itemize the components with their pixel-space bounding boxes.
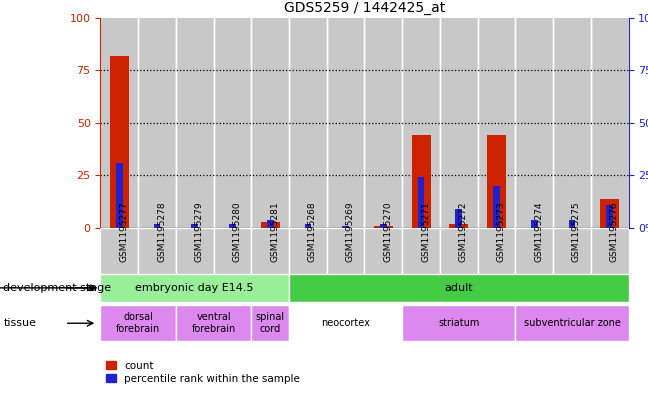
Bar	[478, 228, 515, 297]
Text: GSM1195275: GSM1195275	[572, 201, 581, 262]
Bar	[364, 228, 402, 297]
Text: GSM1195269: GSM1195269	[345, 201, 354, 262]
Bar	[607, 205, 613, 228]
Bar	[440, 228, 478, 297]
Bar	[138, 228, 176, 297]
Bar	[402, 228, 440, 297]
Bar	[456, 209, 462, 228]
Text: neocortex: neocortex	[321, 318, 370, 328]
Bar	[176, 18, 214, 228]
Bar	[138, 18, 176, 228]
Text: GSM1195276: GSM1195276	[610, 201, 619, 262]
Text: GSM1195274: GSM1195274	[534, 201, 543, 262]
Bar	[251, 228, 289, 297]
Bar	[411, 136, 430, 228]
Legend: count, percentile rank within the sample: count, percentile rank within the sample	[106, 361, 300, 384]
Bar	[402, 18, 440, 228]
Text: embryonic day E14.5: embryonic day E14.5	[135, 283, 254, 293]
Bar	[229, 224, 236, 228]
Text: striatum: striatum	[438, 318, 480, 328]
Bar	[591, 18, 629, 228]
Text: GSM1195271: GSM1195271	[421, 201, 430, 262]
Text: GSM1195268: GSM1195268	[308, 201, 317, 262]
Bar	[327, 18, 364, 228]
Bar	[100, 305, 176, 341]
Bar	[568, 220, 575, 228]
Bar	[100, 274, 289, 302]
Bar	[214, 228, 251, 297]
Text: GSM1195277: GSM1195277	[119, 201, 128, 262]
Text: subventricular zone: subventricular zone	[524, 318, 620, 328]
Bar	[449, 224, 469, 228]
Bar	[100, 228, 138, 297]
Bar	[327, 228, 364, 297]
Bar	[289, 274, 629, 302]
Bar	[214, 18, 251, 228]
Bar	[176, 305, 251, 341]
Text: dorsal
forebrain: dorsal forebrain	[116, 312, 160, 334]
Bar	[487, 136, 506, 228]
Bar	[374, 226, 393, 228]
Bar	[600, 198, 619, 228]
Bar	[191, 224, 198, 228]
Bar	[531, 220, 538, 228]
Bar	[251, 18, 289, 228]
Bar	[364, 18, 402, 228]
Bar	[305, 224, 311, 228]
Text: adult: adult	[445, 283, 473, 293]
Bar	[342, 226, 349, 228]
Bar	[110, 55, 129, 228]
Text: GSM1195279: GSM1195279	[195, 201, 203, 262]
Text: GSM1195273: GSM1195273	[496, 201, 505, 262]
Text: GSM1195280: GSM1195280	[233, 201, 242, 262]
Text: spinal
cord: spinal cord	[255, 312, 284, 334]
Bar	[380, 224, 387, 228]
Text: ventral
forebrain: ventral forebrain	[191, 312, 236, 334]
Text: GSM1195278: GSM1195278	[157, 201, 166, 262]
Bar	[515, 228, 553, 297]
Bar	[289, 18, 327, 228]
Bar	[116, 163, 122, 228]
Text: tissue: tissue	[3, 318, 36, 328]
Bar	[289, 228, 327, 297]
Bar	[515, 18, 553, 228]
Text: GSM1195272: GSM1195272	[459, 201, 468, 262]
Bar	[418, 178, 424, 228]
Bar	[154, 224, 161, 228]
Text: development stage: development stage	[3, 283, 111, 293]
Bar	[553, 18, 591, 228]
Title: GDS5259 / 1442425_at: GDS5259 / 1442425_at	[284, 1, 445, 15]
Bar	[440, 18, 478, 228]
Bar	[402, 305, 515, 341]
Text: GSM1195270: GSM1195270	[384, 201, 392, 262]
Bar	[289, 305, 402, 341]
Bar	[267, 220, 273, 228]
Bar	[100, 18, 138, 228]
Bar	[493, 186, 500, 228]
Text: GSM1195281: GSM1195281	[270, 201, 279, 262]
Bar	[176, 228, 214, 297]
Bar	[251, 305, 289, 341]
Bar	[553, 228, 591, 297]
Bar	[260, 222, 280, 228]
Bar	[515, 305, 629, 341]
Bar	[591, 228, 629, 297]
Bar	[478, 18, 515, 228]
